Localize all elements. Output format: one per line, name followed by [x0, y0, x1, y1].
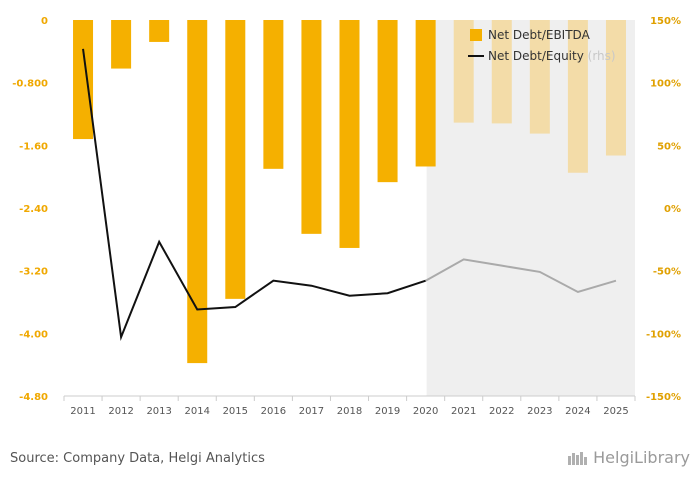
right-tick-label: 0% [664, 204, 681, 215]
right-tick-label: -50% [653, 267, 681, 278]
x-tick-label: 2025 [603, 406, 628, 417]
x-tick-label: 2019 [375, 406, 400, 417]
left-tick-label: -3.20 [19, 267, 48, 278]
bar-2024 [567, 20, 588, 173]
x-tick-label: 2014 [185, 406, 210, 417]
x-tick-label: 2024 [565, 406, 590, 417]
brand-name: HelgiLibrary [593, 448, 690, 467]
right-tick-label: 150% [650, 16, 681, 27]
source-note: Source: Company Data, Helgi Analytics [10, 451, 265, 466]
right-tick-label: -100% [646, 329, 681, 340]
x-tick-label: 2013 [146, 406, 171, 417]
right-tick-label: 50% [657, 141, 681, 152]
library-icon [568, 451, 588, 465]
right-tick-label: -150% [646, 392, 681, 403]
bar-2023 [529, 20, 550, 134]
chart: 2011 2012 2013 2014 2015 2016 2017 2018 2019 2020… [12, 16, 681, 417]
bar-2020 [415, 20, 436, 167]
left-tick-label: -0.800 [12, 79, 48, 90]
x-tick-label: 2016 [261, 406, 286, 417]
x-tick-label: 2020 [413, 406, 438, 417]
legend-swatch-bar [470, 29, 482, 41]
legend-rhs-suffix: (rhs) [588, 49, 616, 63]
x-tick-label: 2012 [108, 406, 133, 417]
footer: Source: Company Data, Helgi Analytics He… [0, 442, 700, 483]
bar-2016 [263, 20, 284, 169]
x-tick-label: 2017 [299, 406, 324, 417]
bar-2011 [73, 20, 94, 140]
x-tick-label: 2023 [527, 406, 552, 417]
bar-2014 [187, 20, 208, 364]
brand-logo[interactable]: HelgiLibrary [567, 448, 690, 467]
line-series-forecast [425, 258, 617, 294]
left-tick-label: -4.00 [19, 329, 48, 340]
bar-2017 [301, 20, 322, 234]
bar-2019 [377, 20, 398, 183]
legend-label-line: Net Debt/Equity (rhs) [488, 49, 616, 63]
bar-2012 [111, 20, 132, 69]
bar-2013 [149, 20, 170, 42]
line-series-actual [82, 48, 426, 342]
x-tick-label: 2021 [451, 406, 476, 417]
legend-label-bar: Net Debt/EBITDA [488, 28, 591, 42]
bar-2021 [453, 20, 474, 123]
bar-2018 [339, 20, 360, 248]
x-tick-label: 2018 [337, 406, 362, 417]
left-tick-label: -4.80 [19, 392, 48, 403]
bar-2022 [491, 20, 512, 124]
right-tick-label: 100% [650, 79, 681, 90]
x-tick-label: 2022 [489, 406, 514, 417]
x-tick-label: 2011 [70, 406, 95, 417]
bar-2025 [605, 20, 626, 156]
x-tick-label: 2015 [223, 406, 248, 417]
left-tick-label: -2.40 [19, 204, 48, 215]
left-tick-label: -1.60 [19, 141, 48, 152]
left-tick-label: 0 [41, 16, 48, 27]
bar-2015 [225, 20, 246, 299]
